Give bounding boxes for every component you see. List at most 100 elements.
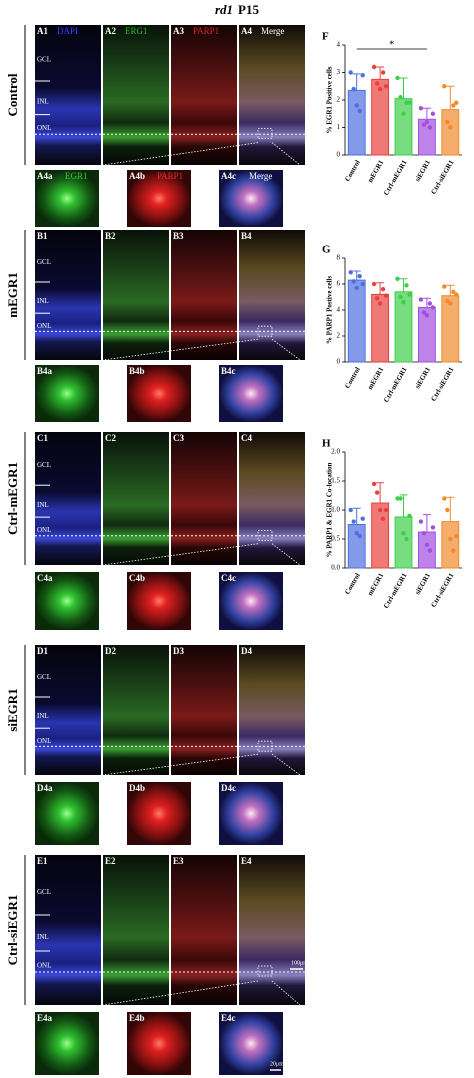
- data-point: [357, 108, 362, 114]
- zoom-id: E4c: [221, 1013, 236, 1023]
- panel-id: D4: [241, 646, 252, 656]
- panel-id: B3: [173, 231, 184, 241]
- zoom-micrograph: [219, 365, 283, 422]
- micrograph: [171, 25, 237, 165]
- error-bar: [446, 496, 455, 522]
- x-tick-label: mEGR1: [366, 571, 385, 597]
- data-point: [448, 536, 453, 542]
- data-point: [427, 301, 433, 306]
- error-bar: [399, 494, 408, 517]
- data-point: [374, 296, 380, 301]
- panel-id: A2: [105, 26, 116, 36]
- error-bar: [446, 284, 455, 296]
- zoom-id: D4a: [37, 783, 53, 793]
- data-point: [371, 281, 377, 287]
- y-tick-label: 0.5: [331, 535, 340, 543]
- stain-label: ERG1: [125, 26, 148, 36]
- data-point: [404, 283, 409, 288]
- data-point: [354, 103, 359, 108]
- data-point: [407, 292, 412, 297]
- x-tick-label: Ctrl-mEGR1: [382, 365, 409, 403]
- data-point: [451, 289, 456, 294]
- y-axis-label: % PARP1 & EGR1 Co-location: [326, 463, 334, 558]
- data-point: [407, 513, 412, 518]
- zoom-micrograph: [35, 1012, 99, 1075]
- y-tick-label: 4: [337, 41, 341, 49]
- data-point: [395, 276, 400, 281]
- layer-label: INL: [37, 712, 49, 720]
- micrograph: [171, 855, 237, 1005]
- data-point: [354, 531, 359, 536]
- micrograph: [171, 432, 237, 565]
- error-bar: [376, 482, 385, 504]
- zoom-guide: [102, 142, 259, 166]
- data-point: [351, 86, 356, 92]
- data-point: [383, 293, 389, 298]
- layer-label: INL: [37, 933, 49, 941]
- panel-id: B4: [241, 231, 252, 241]
- zoom-guide: [102, 338, 259, 361]
- data-point: [407, 100, 412, 105]
- zoom-guide: [102, 980, 259, 1006]
- data-point: [404, 536, 409, 542]
- zoom-micrograph: [219, 572, 283, 630]
- zoom-id: A4b: [129, 171, 145, 181]
- y-tick-label: 1: [337, 123, 341, 131]
- micrograph: [103, 230, 169, 360]
- micrograph: [239, 230, 305, 360]
- y-tick-label: 1.5: [331, 477, 340, 485]
- micrograph: [171, 645, 237, 775]
- panel-id: C3: [173, 433, 184, 443]
- error-bar: [399, 278, 408, 292]
- y-tick-label: 2: [337, 96, 341, 104]
- zoom-id: A4c: [221, 171, 236, 181]
- y-tick-label: 4: [337, 306, 341, 314]
- x-tick-label: siEGR1: [413, 365, 432, 390]
- zoom-box: [257, 325, 273, 337]
- panel-id: D2: [105, 646, 116, 656]
- group-label: Ctrl-siEGR1: [5, 895, 20, 966]
- data-point: [348, 507, 353, 513]
- error-bar: [352, 73, 361, 91]
- zoom-box: [257, 128, 273, 140]
- data-point: [445, 298, 450, 304]
- data-point: [371, 64, 377, 70]
- zoom-micrograph: [219, 782, 283, 845]
- zoom-micrograph: [35, 572, 99, 630]
- panel-id: E2: [105, 856, 116, 866]
- error-bar: [422, 297, 431, 308]
- data-point: [424, 542, 430, 547]
- x-tick-label: Ctrl-siEGR1: [429, 571, 455, 608]
- data-point: [398, 95, 403, 100]
- zoom-guide: [271, 980, 301, 1006]
- zoom-id: D4c: [221, 783, 236, 793]
- zoom-guide: [102, 543, 259, 566]
- error-bar: [376, 66, 385, 80]
- panel-letter: H: [322, 438, 331, 450]
- data-point: [360, 73, 365, 78]
- data-point: [454, 100, 459, 105]
- zoom-id: C4b: [129, 573, 145, 583]
- data-point: [442, 84, 447, 89]
- significance-label: *: [389, 39, 394, 50]
- layer-label: GCL: [37, 461, 51, 469]
- data-point: [442, 284, 447, 289]
- data-point: [421, 122, 427, 127]
- data-point: [395, 75, 400, 81]
- panel-id: E3: [173, 856, 184, 866]
- data-point: [371, 481, 377, 487]
- y-tick-label: 6: [337, 280, 341, 288]
- panel-id: B2: [105, 231, 116, 241]
- x-tick-label: siEGR1: [413, 158, 432, 183]
- layer-label: ONL: [37, 526, 51, 534]
- zoom-micrograph: [127, 572, 191, 630]
- data-point: [348, 270, 353, 275]
- bar: [417, 531, 436, 569]
- data-point: [430, 305, 436, 310]
- data-point: [418, 106, 424, 111]
- zoom-box: [257, 740, 273, 752]
- data-point: [380, 70, 386, 75]
- data-point: [383, 84, 389, 89]
- zoom-micrograph: [35, 782, 99, 845]
